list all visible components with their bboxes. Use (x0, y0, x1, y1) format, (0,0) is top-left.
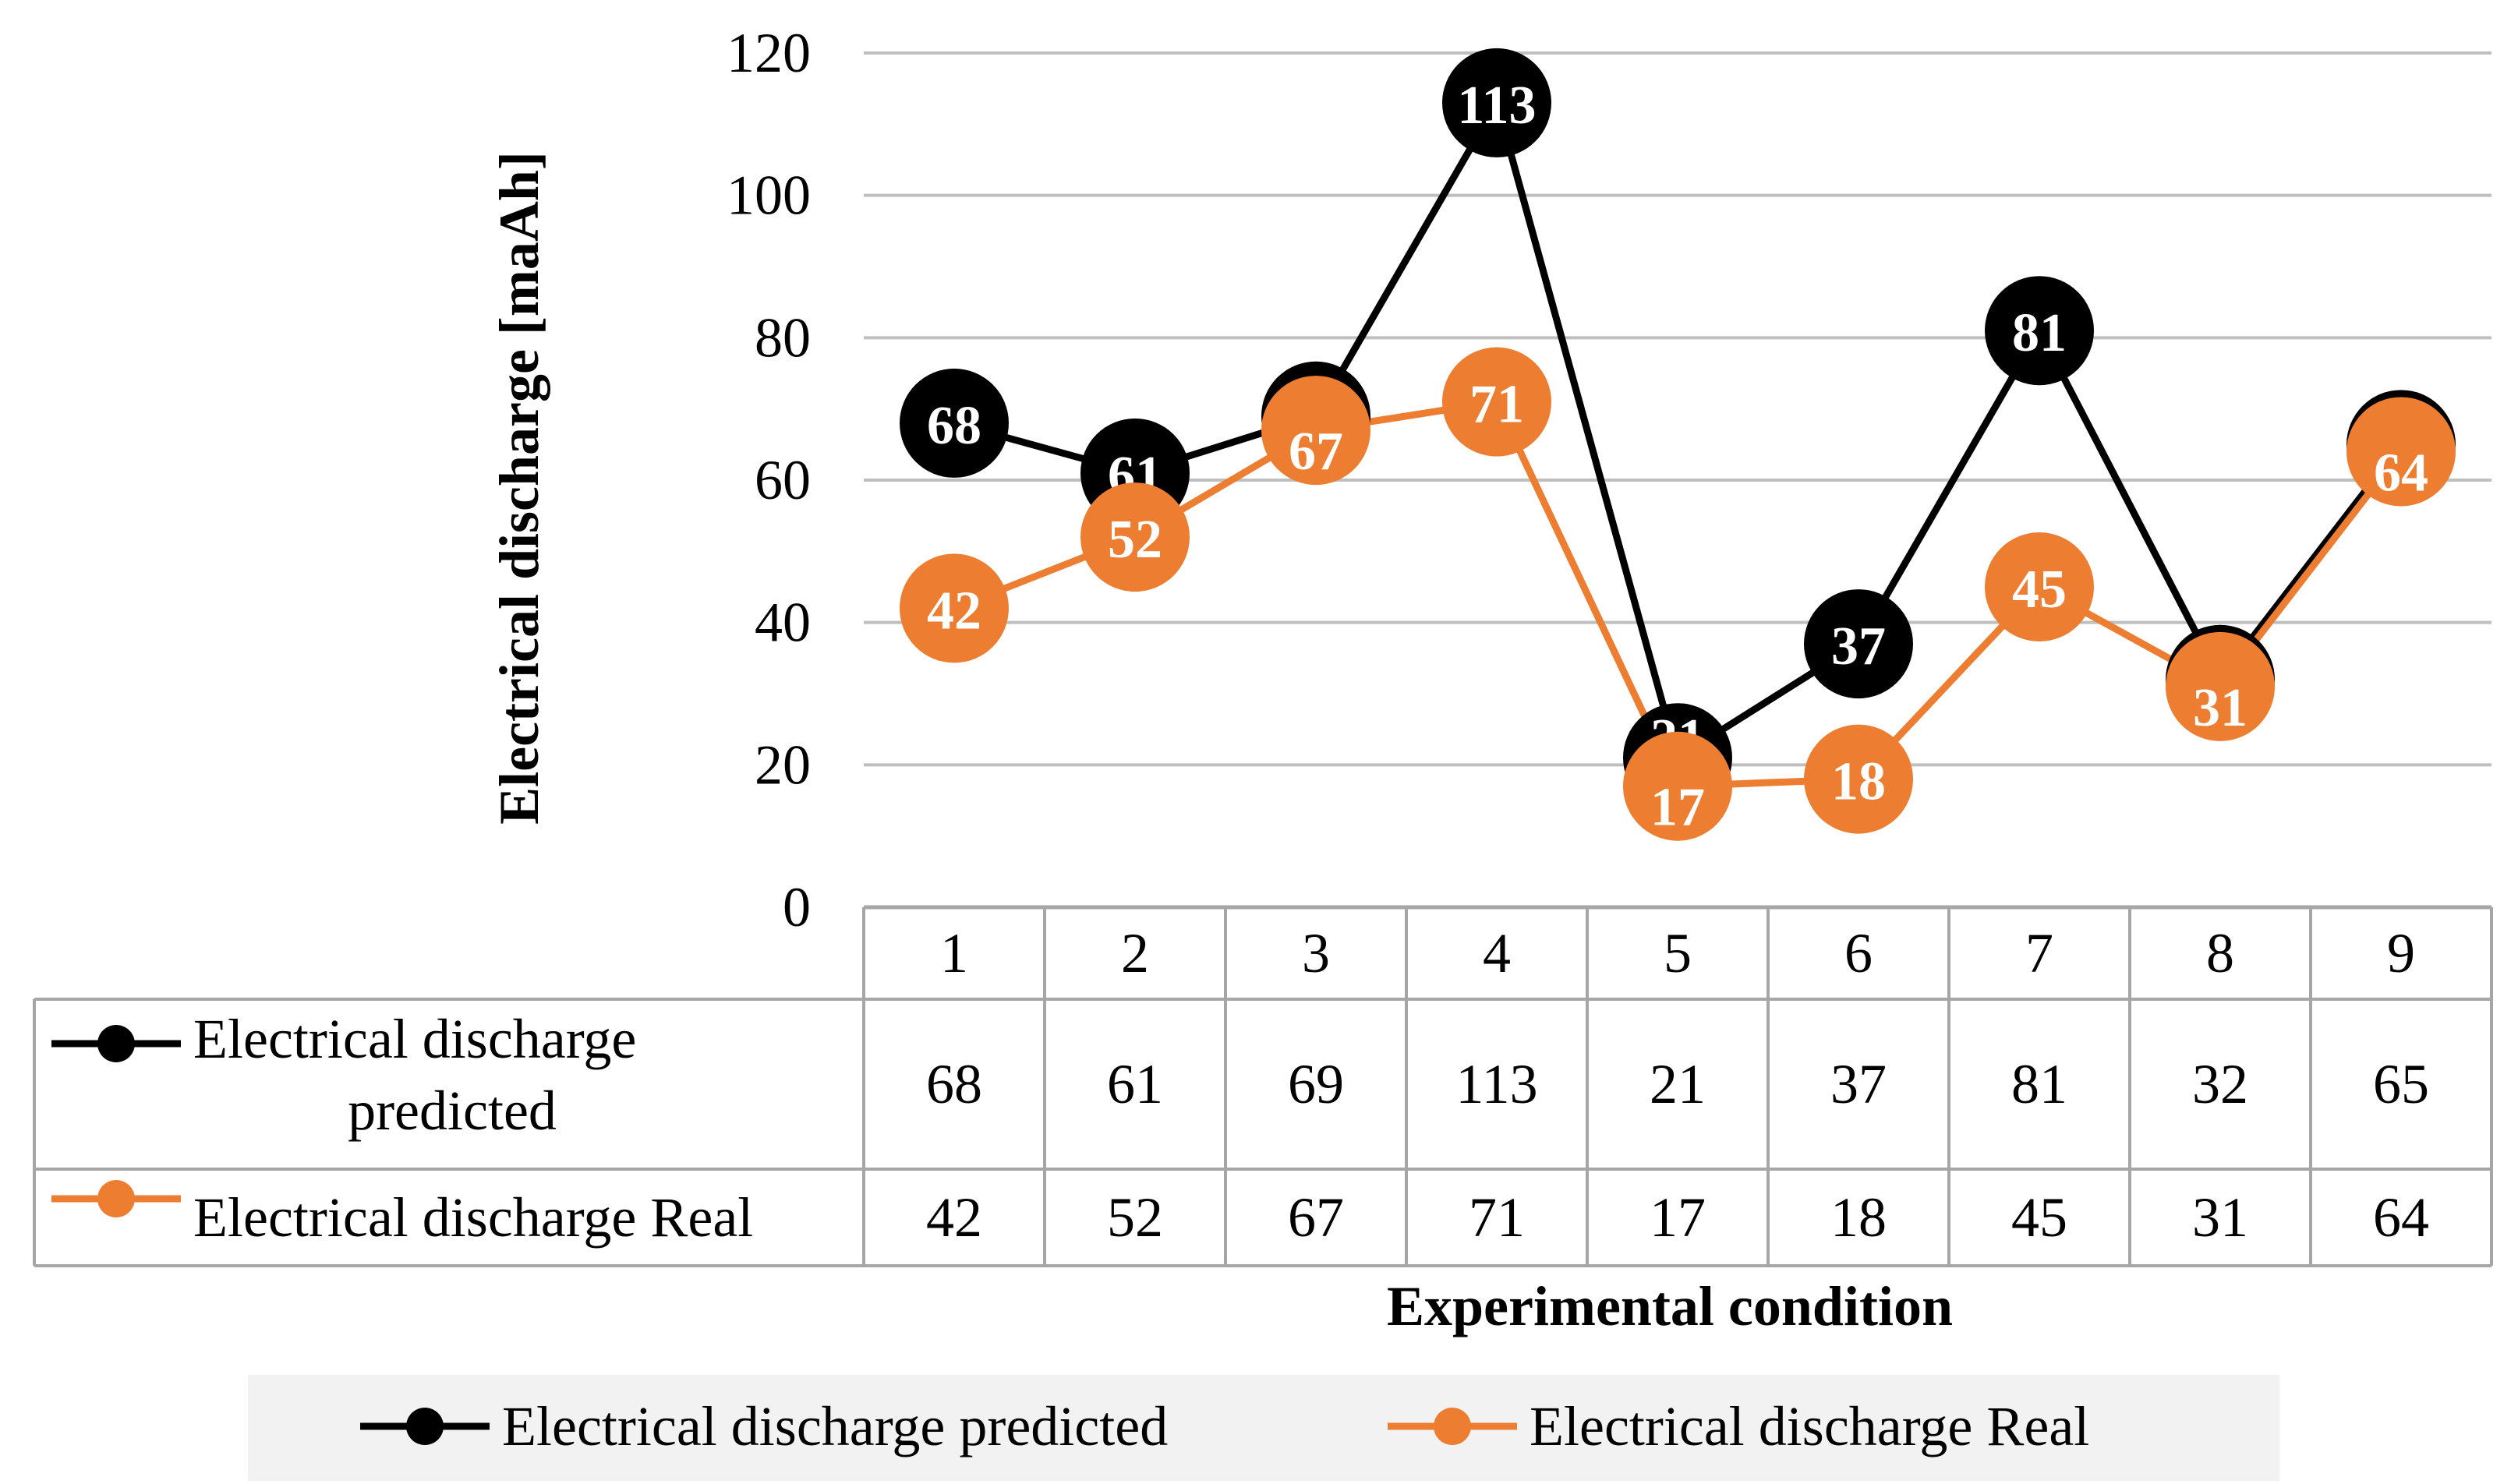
category-label: 7 (2025, 922, 2053, 984)
category-label: 5 (1664, 922, 1692, 984)
series-marker (1261, 376, 1370, 486)
table-cell-value: 71 (1469, 1186, 1525, 1249)
category-label: 9 (2387, 922, 2415, 984)
legend: Electrical discharge predicted Electrical… (248, 1375, 2279, 1481)
series-marker (1080, 482, 1190, 592)
table-cell-value: 21 (1650, 1053, 1706, 1115)
table-series-label: Electrical discharge Real (193, 1186, 753, 1249)
table-cell-value: 67 (1288, 1186, 1344, 1249)
category-label: 2 (1121, 922, 1149, 984)
series-marker (1442, 48, 1551, 157)
legend-key-marker (1434, 1408, 1471, 1445)
data-label: 68 (927, 396, 981, 456)
y-tick-label: 20 (755, 733, 811, 796)
table-cell-value: 32 (2192, 1053, 2248, 1115)
y-tick-label: 60 (755, 449, 811, 511)
series-marker (1623, 731, 1732, 841)
data-label: 37 (1831, 617, 1886, 677)
data-label: 45 (2012, 560, 2067, 620)
table-cell-value: 18 (1830, 1186, 1887, 1249)
table-cell-value: 61 (1107, 1053, 1163, 1115)
table-cell-value: 52 (1107, 1186, 1163, 1249)
category-label: 1 (940, 922, 968, 984)
data-label: 64 (2374, 443, 2428, 503)
y-tick-label: 100 (727, 164, 811, 227)
legend-key-marker (406, 1408, 444, 1445)
series-marker (1442, 347, 1551, 457)
series-marker (1985, 532, 2094, 641)
table-cell-value: 113 (1455, 1053, 1537, 1115)
legend-background (248, 1375, 2279, 1481)
y-tick-label: 0 (783, 876, 811, 938)
data-label: 81 (2012, 303, 2067, 363)
data-label: 67 (1289, 422, 1343, 482)
data-label: 18 (1831, 752, 1886, 812)
y-axis-ticks: 0 20 40 60 80 100 120 (727, 22, 811, 938)
table-cell-value: 69 (1288, 1053, 1344, 1115)
y-tick-label: 40 (755, 592, 811, 654)
table-cell-value: 45 (2011, 1186, 2067, 1249)
table-cell-value: 64 (2373, 1186, 2429, 1249)
data-label: 52 (1108, 510, 1162, 570)
table-series-label: predicted (348, 1079, 557, 1142)
series-marker (900, 368, 1009, 478)
category-label: 8 (2206, 922, 2234, 984)
legend-label: Electrical discharge predicted (502, 1395, 1168, 1458)
data-label: 71 (1469, 375, 1524, 435)
series-marker (1985, 276, 2094, 386)
category-label: 6 (1844, 922, 1873, 984)
data-label: 31 (2193, 678, 2247, 738)
series-marker (900, 553, 1009, 663)
table-legend-key-marker (97, 1180, 135, 1217)
y-tick-label: 120 (727, 22, 811, 84)
table-cell-value: 81 (2011, 1053, 2067, 1115)
table-cell-value: 42 (926, 1186, 982, 1249)
table-cell-value: 31 (2192, 1186, 2248, 1249)
table-cell-value: 17 (1650, 1186, 1706, 1249)
data-label: 42 (927, 581, 981, 641)
table-cell-value: 37 (1830, 1053, 1887, 1115)
series-marker (2166, 631, 2275, 741)
series-marker (1804, 724, 1913, 834)
table-cell-value: 65 (2373, 1053, 2429, 1115)
legend-label: Electrical discharge Real (1530, 1395, 2089, 1458)
x-axis-title: Experimental condition (1387, 1275, 1953, 1337)
table-series-label: Electrical discharge (193, 1008, 636, 1070)
data-label: 113 (1457, 76, 1536, 136)
y-axis-title: Electrical discharge [maAh] (488, 151, 550, 825)
category-label: 3 (1302, 922, 1330, 984)
plot-area: 6861691132137813265425267711718453164 (900, 48, 2456, 841)
series-marker (2346, 397, 2456, 507)
table-cell-value: 68 (926, 1053, 982, 1115)
y-tick-label: 80 (755, 306, 811, 369)
category-label: 4 (1483, 922, 1511, 984)
data-label: 17 (1650, 778, 1705, 838)
table-legend-key-marker (97, 1025, 135, 1062)
series-marker (1804, 589, 1913, 699)
